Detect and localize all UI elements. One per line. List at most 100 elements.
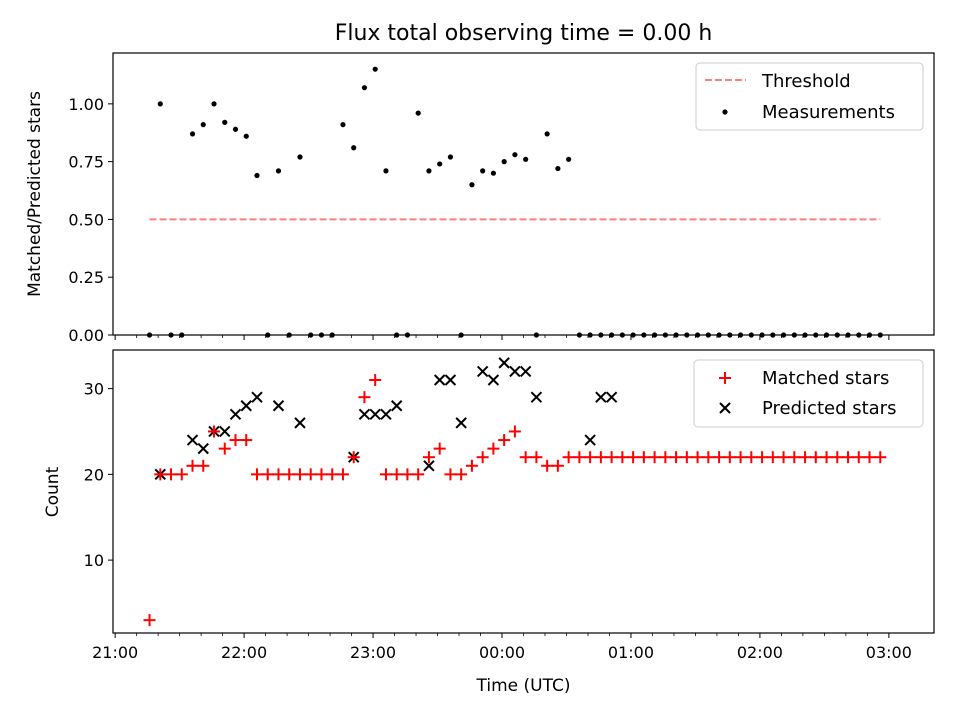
matched-point — [315, 468, 328, 481]
measurement-point — [641, 332, 647, 338]
predicted-point — [186, 434, 199, 446]
top-chart-ylabel: Matched/Predicted stars — [25, 91, 45, 297]
predicted-point — [584, 434, 596, 446]
predicted-point — [605, 391, 618, 403]
matched-point — [240, 434, 253, 447]
predicted-point — [380, 408, 392, 421]
threshold-legend-label: Threshold — [761, 71, 851, 92]
matched-point — [605, 451, 618, 464]
predicted-point — [240, 400, 252, 412]
matched-point — [852, 451, 865, 464]
matched-point — [455, 468, 468, 481]
matched-point — [734, 451, 747, 464]
matched-point — [390, 468, 403, 481]
measurement-point — [254, 172, 260, 179]
measurement-point — [759, 332, 765, 338]
measurement-point — [813, 332, 819, 338]
matched-point — [562, 451, 575, 464]
measurement-point — [340, 122, 346, 128]
bottom-ytick-label: 10 — [84, 551, 104, 570]
matched-point — [336, 468, 349, 481]
measurement-point — [834, 332, 840, 338]
matched-point — [508, 425, 521, 438]
matched-point — [186, 459, 199, 472]
measurement-point — [694, 332, 701, 338]
matched-point — [874, 451, 887, 464]
matched-point — [250, 468, 263, 481]
measurement-point — [297, 154, 303, 160]
bottom-legend-box — [693, 359, 924, 428]
measurement-point — [157, 101, 163, 107]
matched-point — [766, 451, 779, 464]
top-ytick-label: 0.50 — [68, 210, 104, 229]
matched-point — [863, 451, 876, 464]
matched-point — [175, 468, 188, 481]
predicted-point — [498, 357, 510, 369]
bottom-chart-xlabel: Time (UTC) — [476, 676, 571, 696]
measurement-point — [447, 154, 454, 160]
bottom-chart-ylabel: Count — [43, 466, 63, 517]
matched-point — [208, 425, 221, 438]
measurement-point — [737, 332, 744, 338]
predicted-point — [219, 425, 231, 438]
bottom-xtick-label: 00:00 — [479, 643, 525, 662]
measurement-point — [727, 332, 733, 338]
predicted-point — [229, 408, 242, 421]
measurement-point — [265, 332, 271, 338]
measurement-point — [705, 332, 711, 338]
matched-legend-marker — [719, 372, 731, 384]
matched-point — [229, 434, 242, 447]
measurement-point — [587, 332, 593, 338]
measurement-point — [458, 332, 464, 338]
matched-point — [530, 451, 543, 464]
measurement-point — [222, 119, 228, 125]
measurement-point — [845, 332, 851, 338]
bottom-xtick-label: 22:00 — [221, 643, 267, 662]
top-chart-title: Flux total observing time = 0.00 h — [335, 21, 713, 46]
top-ytick-label: 1.00 — [68, 95, 104, 114]
measurement-point — [748, 332, 754, 338]
measurement-point — [770, 332, 776, 338]
top-ytick-label: 0.00 — [68, 326, 104, 345]
measurement-point — [673, 332, 679, 338]
matched-point — [465, 459, 478, 472]
matched-point — [433, 442, 446, 455]
matched-point — [283, 468, 296, 481]
measurement-point — [523, 156, 529, 162]
matched-point — [197, 459, 210, 472]
measurement-point — [211, 101, 217, 107]
bottom-xtick-label: 03:00 — [866, 643, 912, 662]
matched-point — [799, 451, 812, 464]
measurement-point — [533, 332, 539, 338]
measurement-point — [383, 168, 389, 174]
measurement-point — [856, 332, 862, 338]
measurements-legend-label: Measurements — [762, 102, 895, 123]
measurement-point — [189, 131, 196, 137]
matched-point — [358, 391, 371, 404]
measurement-point — [823, 332, 830, 338]
matched-point — [702, 451, 715, 464]
top-legend-box — [695, 62, 924, 131]
measurement-point — [318, 332, 325, 338]
measurement-point — [351, 145, 357, 151]
matched-point — [476, 451, 489, 464]
bottom-ytick-label: 20 — [84, 465, 104, 484]
measurement-point — [576, 332, 582, 338]
measurement-point — [361, 85, 368, 91]
measurement-point — [232, 126, 239, 132]
matched-point — [670, 451, 683, 464]
measurement-point — [480, 168, 486, 174]
predicted-point — [595, 391, 607, 403]
matched-point — [304, 468, 317, 481]
matched-point — [809, 451, 822, 464]
measurement-point — [490, 170, 497, 176]
predicted-point — [272, 400, 285, 412]
matched-point — [143, 614, 156, 627]
measurement-point — [630, 332, 636, 338]
matched-point — [584, 451, 597, 464]
measurement-point — [404, 332, 411, 338]
matched-point — [777, 451, 790, 464]
matched-point — [691, 451, 704, 464]
predicted-point — [197, 442, 209, 455]
predicted-point — [509, 365, 521, 378]
